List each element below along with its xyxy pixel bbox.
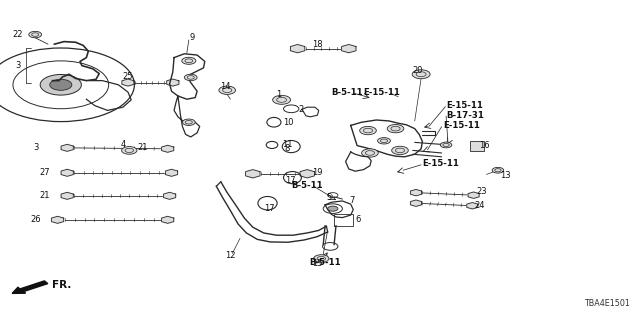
Circle shape xyxy=(328,206,338,211)
Text: 11: 11 xyxy=(282,140,292,149)
Circle shape xyxy=(362,149,378,157)
Polygon shape xyxy=(246,170,260,178)
Text: 8: 8 xyxy=(284,144,289,153)
Polygon shape xyxy=(122,79,134,86)
Circle shape xyxy=(182,119,195,125)
Text: E-15-11: E-15-11 xyxy=(363,88,400,97)
Circle shape xyxy=(50,79,72,90)
Polygon shape xyxy=(161,216,174,223)
Text: 12: 12 xyxy=(225,252,236,260)
Text: 15: 15 xyxy=(312,259,323,268)
Circle shape xyxy=(360,126,376,135)
Text: 21: 21 xyxy=(40,191,50,200)
Circle shape xyxy=(182,57,196,64)
Text: B-5-11: B-5-11 xyxy=(332,88,363,97)
Circle shape xyxy=(387,124,404,133)
Text: 7: 7 xyxy=(349,196,354,205)
Text: 16: 16 xyxy=(479,141,490,150)
Text: FR.: FR. xyxy=(52,280,72,291)
Polygon shape xyxy=(166,79,179,86)
Text: 10: 10 xyxy=(284,118,294,127)
Polygon shape xyxy=(61,169,74,176)
Polygon shape xyxy=(467,203,478,209)
Circle shape xyxy=(412,70,430,79)
Text: 22: 22 xyxy=(13,30,23,39)
Text: 20: 20 xyxy=(413,66,423,75)
Circle shape xyxy=(122,147,137,154)
Text: E-15-11: E-15-11 xyxy=(443,121,480,130)
Circle shape xyxy=(184,74,197,81)
Text: B-5-11: B-5-11 xyxy=(291,181,323,190)
Text: 19: 19 xyxy=(312,168,322,177)
Polygon shape xyxy=(410,200,422,206)
Text: 1: 1 xyxy=(276,90,282,99)
Text: 17: 17 xyxy=(264,204,275,212)
Text: 18: 18 xyxy=(312,40,323,49)
Text: 25: 25 xyxy=(123,72,133,81)
FancyArrow shape xyxy=(12,281,48,293)
Text: 26: 26 xyxy=(31,215,42,224)
Polygon shape xyxy=(163,192,176,199)
Circle shape xyxy=(378,138,390,144)
Circle shape xyxy=(392,146,408,155)
Text: 24: 24 xyxy=(475,201,485,210)
Polygon shape xyxy=(468,192,479,198)
Text: 13: 13 xyxy=(500,171,511,180)
Circle shape xyxy=(29,31,42,38)
Polygon shape xyxy=(161,145,174,152)
Text: TBA4E1501: TBA4E1501 xyxy=(584,299,630,308)
Text: 4: 4 xyxy=(120,140,125,149)
Polygon shape xyxy=(61,192,74,199)
Circle shape xyxy=(219,86,236,94)
Circle shape xyxy=(492,167,504,173)
Text: B-17-31: B-17-31 xyxy=(447,111,484,120)
Circle shape xyxy=(440,142,452,148)
Text: 5: 5 xyxy=(326,193,332,202)
Circle shape xyxy=(273,95,291,104)
Text: 27: 27 xyxy=(40,168,51,177)
Text: 3: 3 xyxy=(33,143,38,152)
Polygon shape xyxy=(51,216,64,223)
Polygon shape xyxy=(291,44,305,53)
Text: 6: 6 xyxy=(355,215,360,224)
Text: 9: 9 xyxy=(189,33,195,42)
Text: E-15-11: E-15-11 xyxy=(447,101,484,110)
Polygon shape xyxy=(342,44,356,53)
Text: 17: 17 xyxy=(285,176,296,185)
Text: 21: 21 xyxy=(138,143,148,152)
Text: 2: 2 xyxy=(298,105,303,114)
Polygon shape xyxy=(61,144,74,151)
Circle shape xyxy=(314,255,329,262)
Bar xyxy=(470,141,484,151)
Circle shape xyxy=(40,75,81,95)
Polygon shape xyxy=(300,170,314,178)
Text: E-15-11: E-15-11 xyxy=(422,159,460,168)
Polygon shape xyxy=(165,169,178,176)
Text: B-5-11: B-5-11 xyxy=(309,258,341,267)
Text: 3: 3 xyxy=(15,61,20,70)
Text: 23: 23 xyxy=(477,188,488,196)
Polygon shape xyxy=(410,189,422,196)
Text: 14: 14 xyxy=(220,82,230,91)
